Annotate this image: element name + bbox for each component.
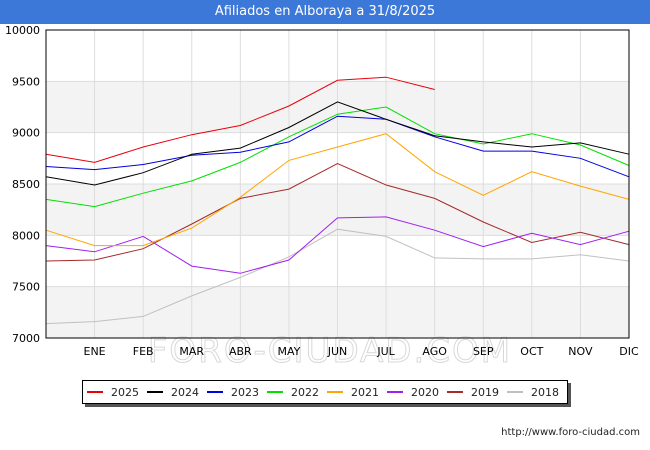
y-tick-label: 7500 [12, 281, 40, 294]
y-tick-label: 8000 [12, 229, 40, 242]
x-tick-label: AGO [422, 345, 447, 358]
legend-label: 2018 [531, 385, 559, 399]
series-line-2019 [45, 162, 630, 262]
series-line-2025 [45, 76, 435, 163]
x-tick-label: FEB [133, 345, 154, 358]
legend-swatch [507, 391, 523, 393]
y-tick-label: 8500 [12, 178, 40, 191]
legend-item-2019: 2019 [447, 386, 507, 399]
legend-label: 2024 [171, 385, 199, 399]
legend-swatch [267, 391, 283, 393]
legend-swatch [147, 391, 163, 393]
legend-label: 2022 [291, 385, 319, 399]
y-tick-label: 9500 [12, 75, 40, 88]
legend-swatch [87, 391, 103, 393]
x-tick-label: ABR [229, 345, 252, 358]
legend-item-2021: 2021 [327, 386, 387, 399]
series-line-2023 [45, 115, 630, 178]
legend: 2025 2024 2023 2022 2021 2020 2019 2018 [82, 380, 568, 404]
watermark: FORO-CIUDAD.COM [148, 331, 512, 371]
x-tick-label: JUL [376, 345, 395, 358]
series-line-2022 [45, 106, 630, 208]
y-axis-ticks: 7000 7500 8000 8500 9000 9500 10000 [5, 24, 40, 345]
legend-swatch [447, 391, 463, 393]
x-tick-label: JUN [327, 345, 348, 358]
legend-label: 2020 [411, 385, 439, 399]
source-url: http://www.foro-ciudad.com [501, 427, 640, 438]
x-tick-label: NOV [568, 345, 593, 358]
series-line-2018 [45, 228, 630, 325]
series-lines [45, 76, 630, 325]
line-chart: FORO-CIUDAD.COM 7000 7500 8000 8500 9000 9500… [5, 24, 639, 372]
legend-swatch [327, 391, 343, 393]
legend-item-2018: 2018 [507, 386, 567, 399]
legend-label: 2021 [351, 385, 379, 399]
y-tick-label: 9000 [12, 127, 40, 140]
x-tick-label: MAY [277, 345, 300, 358]
x-tick-label: OCT [520, 345, 543, 358]
x-tick-label: SEP [473, 345, 494, 358]
legend-label: 2025 [111, 385, 139, 399]
series-line-2020 [45, 216, 630, 274]
y-tick-label: 10000 [5, 24, 40, 37]
x-axis-ticks: ENE FEB MAR ABR MAY JUN JUL AGO SEP OCT NOV DIC [84, 345, 639, 358]
y-tick-label: 7000 [12, 332, 40, 345]
chart-title: Afiliados en Alboraya a 31/8/2025 [0, 0, 650, 24]
legend-swatch [387, 391, 403, 393]
legend-label: 2019 [471, 385, 499, 399]
legend-item-2023: 2023 [207, 386, 267, 399]
x-tick-label: ENE [84, 345, 106, 358]
legend-item-2024: 2024 [147, 386, 207, 399]
series-line-2024 [45, 101, 630, 186]
plot-border [45, 29, 630, 339]
legend-label: 2023 [231, 385, 259, 399]
x-tick-label: DIC [619, 345, 639, 358]
legend-item-2020: 2020 [387, 386, 447, 399]
legend-item-2022: 2022 [267, 386, 327, 399]
x-tick-label: MAR [179, 345, 204, 358]
legend-item-2025: 2025 [87, 386, 147, 399]
legend-swatch [207, 391, 223, 393]
series-line-2021 [45, 133, 630, 247]
